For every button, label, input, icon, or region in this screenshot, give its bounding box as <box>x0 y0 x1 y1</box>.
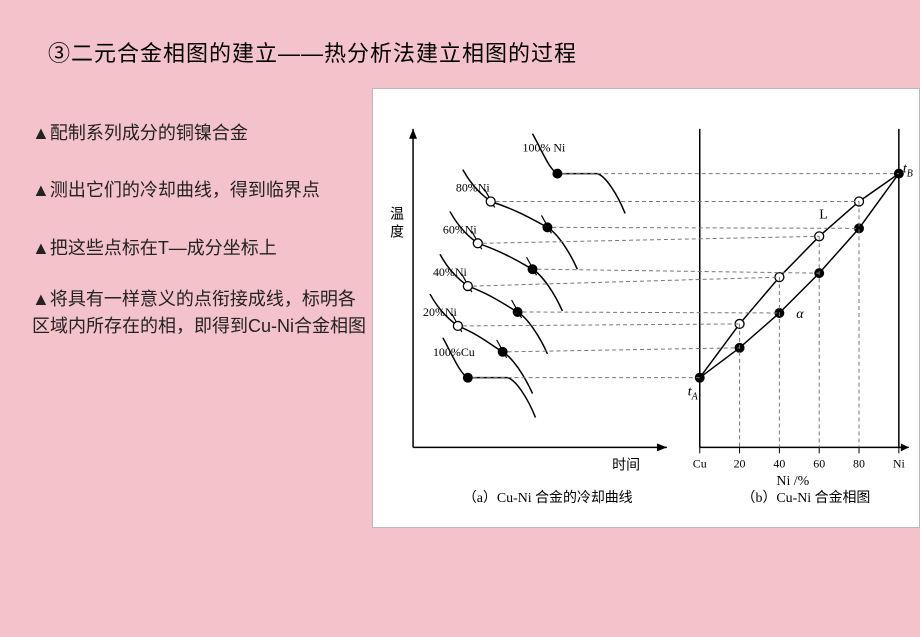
svg-text:Ni: Ni <box>893 456 906 470</box>
right-caption: （b）Cu-Ni 合金相图 <box>742 490 871 506</box>
svg-text:100% Ni: 100% Ni <box>523 141 566 155</box>
svg-text:40: 40 <box>773 456 785 470</box>
right-x-axis-label: Ni /% <box>776 474 809 489</box>
svg-text:40%Ni: 40%Ni <box>433 265 468 279</box>
bullet-item: ▲配制系列成分的铜镍合金 <box>32 120 372 147</box>
phase-diagram-figure: 温度 时间 （a）Cu-Ni 合金的冷却曲线 100%Cu 20%Ni 40%Ni 6… <box>372 88 920 528</box>
region-alpha-label: α <box>796 307 804 322</box>
y-axis-label: 温度 <box>390 206 404 240</box>
right-axis-ticks: Cu 20 40 60 80 Ni <box>693 447 906 470</box>
bullet-item: ▲把这些点标在T—成分坐标上 <box>32 235 372 262</box>
bullet-item: ▲将具有一样意义的点衔接成线，标明各区域内所存在的相，即得到Cu-Ni合金相图 <box>32 286 372 340</box>
svg-text:Cu: Cu <box>693 456 707 470</box>
svg-text:80%Ni: 80%Ni <box>456 181 491 195</box>
left-caption: （a）Cu-Ni 合金的冷却曲线 <box>463 490 633 506</box>
svg-text:80: 80 <box>853 456 865 470</box>
temp-a-label: tA <box>688 385 699 403</box>
svg-text:60: 60 <box>813 456 825 470</box>
svg-text:20: 20 <box>734 456 746 470</box>
region-liquid-label: L <box>819 207 828 222</box>
phase-diagram-svg: 温度 时间 （a）Cu-Ni 合金的冷却曲线 100%Cu 20%Ni 40%Ni 6… <box>373 89 919 527</box>
left-x-axis-label: 时间 <box>612 457 640 473</box>
svg-text:100%Cu: 100%Cu <box>433 345 475 359</box>
svg-text:60%Ni: 60%Ni <box>443 222 478 236</box>
temp-b-label: tB <box>903 162 913 180</box>
dashed-connector-group <box>463 174 899 448</box>
slide-title: ③二元合金相图的建立——热分析法建立相图的过程 <box>48 36 577 68</box>
bullet-item: ▲测出它们的冷却曲线，得到临界点 <box>32 171 372 211</box>
cooling-curves-group: 100%Cu 20%Ni 40%Ni 60%Ni 80%Ni 100% Ni <box>423 134 625 418</box>
svg-text:20%Ni: 20%Ni <box>423 305 458 319</box>
bullet-list: ▲配制系列成分的铜镍合金 ▲测出它们的冷却曲线，得到临界点 ▲把这些点标在T—成… <box>32 120 372 364</box>
